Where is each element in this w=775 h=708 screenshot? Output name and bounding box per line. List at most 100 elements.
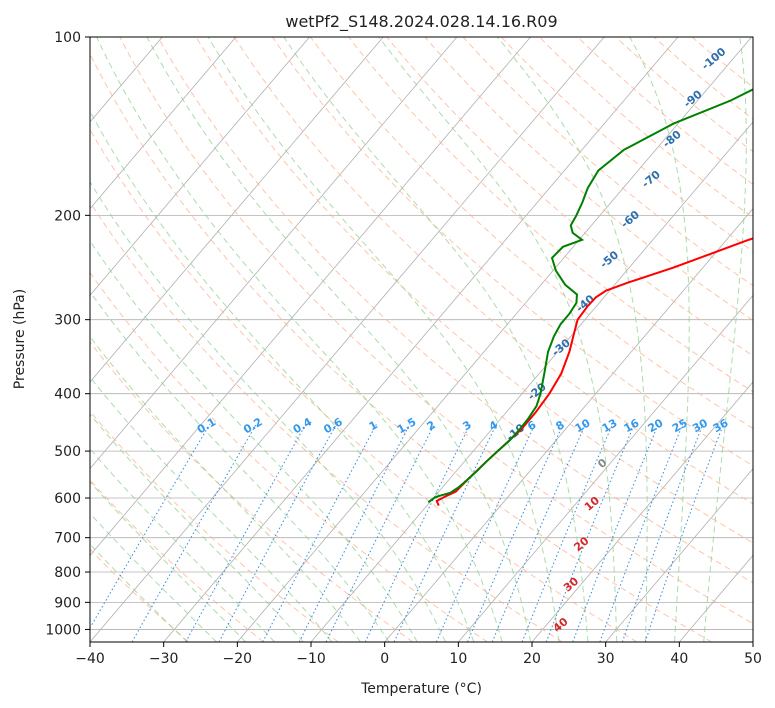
moist-adiabat-line [90, 376, 333, 642]
warm-isotherm-label: 30 [561, 574, 581, 594]
mixing-ratio-line [185, 423, 307, 642]
isopleth-labels: 0.1 0.2 0.4 0.6 1 1.5 2 3 4 6 8 10 13 16 20 25 30 36-100-… [195, 45, 731, 635]
mixing-ratio-label: 0.2 [241, 415, 264, 436]
dry-adiabat-line [157, 37, 753, 584]
mixing-ratio-line [90, 423, 211, 629]
moist-adiabat-line [90, 335, 361, 642]
dry-adiabat-line [233, 37, 753, 505]
mixing-ratio-label: 13 [600, 416, 620, 435]
moist-adiabat-line [90, 110, 475, 642]
isotherm-line [90, 37, 605, 642]
y-axis-ticks: 100 200 300 400 500 600 700 800 900 1000 [45, 30, 90, 638]
dry-adiabat-line [577, 37, 753, 185]
dry-adiabat-line [90, 128, 638, 642]
mixing-ratio-line [644, 423, 724, 642]
y-tick-label: 300 [54, 313, 81, 329]
x-tick-label: 40 [670, 651, 688, 667]
y-tick-label: 1000 [45, 622, 81, 638]
isotherm-line [531, 381, 753, 642]
cold-isotherm-label: -60 [618, 208, 642, 231]
sounding-profiles [427, 88, 753, 507]
dry-adiabat-line [310, 37, 753, 430]
mixing-ratio-label: 3 [461, 418, 474, 433]
mixing-ratio-label: 10 [573, 416, 593, 435]
dry-adiabat-line [462, 37, 753, 287]
moist-adiabat-line [90, 240, 418, 642]
mixing-ratio-line [599, 423, 684, 642]
warm-isotherm-label: 0 [595, 456, 609, 471]
dry-adiabat-line [691, 37, 753, 88]
isotherm-line [458, 294, 753, 642]
cold-isotherm-label: -90 [681, 87, 705, 110]
dry-adiabat-line [386, 37, 753, 357]
isotherm-line [90, 37, 531, 556]
mixing-ratio-label: 0.4 [291, 415, 315, 436]
y-tick-label: 800 [54, 565, 81, 581]
mixing-ratio-line [131, 423, 257, 642]
x-tick-label: −30 [149, 651, 179, 667]
moist-adiabat-line [90, 481, 247, 642]
mixing-ratio-label: 36 [711, 416, 731, 435]
mixing-ratio-line [572, 423, 659, 642]
x-axis-ticks: −40 −30 −20 −10 0 10 20 30 40 50 [75, 642, 762, 667]
dry-adiabat-line [90, 53, 712, 642]
dry-adiabat-line [90, 201, 563, 642]
x-tick-label: 10 [449, 651, 467, 667]
moist-adiabat-line [96, 37, 503, 642]
plot-frame [89, 36, 754, 643]
mixing-ratio-line [435, 423, 536, 642]
y-tick-label: 200 [54, 208, 81, 224]
x-tick-label: −40 [75, 651, 105, 667]
moist-adiabat-line [497, 37, 648, 642]
dry-adiabat-line [90, 271, 488, 642]
isotherm-line [90, 37, 384, 383]
mixing-ratio-line [467, 423, 564, 642]
dry-adiabat-line [348, 37, 753, 393]
moist-adiabat-line [90, 413, 304, 642]
moist-adiabat-line [207, 37, 560, 642]
mixing-ratio-line [262, 423, 378, 642]
chart-title: wetPf2_S148.2024.028.14.16.R09 [285, 12, 557, 32]
warm-isotherm-label: 40 [551, 615, 571, 635]
mixing-ratio-line [545, 423, 635, 642]
dry-adiabat-line [119, 37, 753, 625]
moist-adiabat-line [283, 37, 589, 642]
moist-adiabat-line [90, 181, 447, 642]
dry-adiabat-line [539, 37, 753, 219]
x-tick-label: 20 [523, 651, 541, 667]
mixing-ratio-label: 1 [367, 418, 380, 433]
dry-adiabat-line [424, 37, 753, 321]
isotherm-line [163, 37, 679, 642]
dry-adiabat-line [653, 37, 753, 120]
isotherm-line [90, 37, 237, 210]
mixing-ratio-label: 20 [646, 416, 666, 435]
mixing-ratio-label: 16 [622, 416, 642, 435]
x-tick-label: 0 [380, 651, 389, 667]
isotherm-line [679, 554, 753, 642]
isotherm-line [752, 641, 753, 642]
cold-isotherm-label: -100 [699, 45, 729, 73]
y-axis-label: Pressure (hPa) [12, 289, 28, 389]
isotherm-line [90, 37, 458, 470]
warm-isotherm-label: 20 [571, 534, 591, 554]
mixing-ratio-line [325, 423, 435, 642]
dry-adiabat-line [90, 548, 190, 642]
y-tick-label: 100 [54, 30, 81, 46]
x-axis-label: Temperature (°C) [360, 681, 482, 697]
y-tick-label: 900 [54, 595, 81, 611]
dry-adiabat-line [615, 37, 753, 153]
y-tick-label: 700 [54, 531, 81, 547]
moist-adiabat-line [90, 543, 188, 642]
moist-adiabat-line [90, 448, 276, 642]
mixing-ratio-line [621, 423, 704, 642]
cold-isotherm-label: -70 [639, 168, 663, 191]
mixing-ratio-label: 30 [690, 416, 710, 435]
isotherm-line [237, 37, 752, 642]
mixing-ratio-line [491, 423, 587, 642]
mixing-ratio-label: 4 [487, 418, 500, 433]
moist-adiabat-line [146, 37, 532, 642]
mixing-ratio-line [298, 423, 411, 642]
mixing-ratio-label: 0.1 [195, 415, 218, 436]
isotherm-line [90, 37, 310, 296]
